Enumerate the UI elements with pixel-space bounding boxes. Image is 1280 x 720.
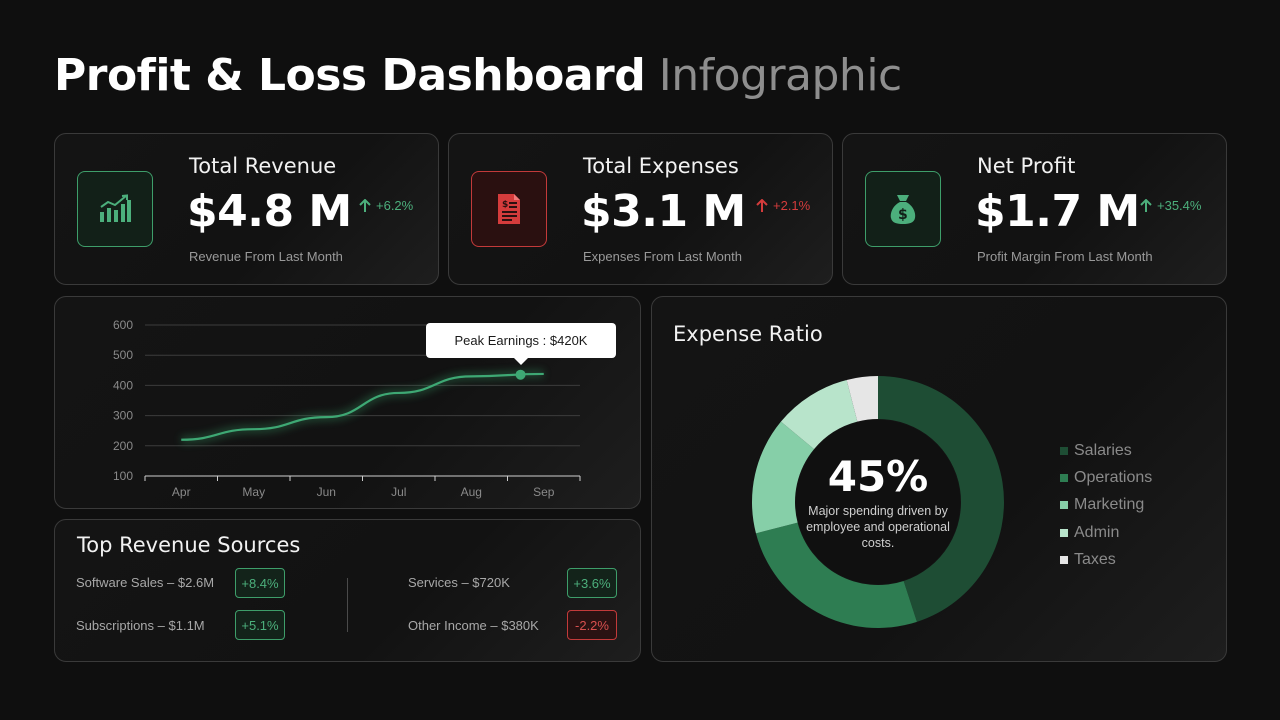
svg-text:$: $ xyxy=(898,207,908,223)
kpi-value: $3.1 M xyxy=(581,186,746,237)
kpi-value: $4.8 M xyxy=(187,186,352,237)
peak-earnings-tooltip: Peak Earnings : $420K xyxy=(426,323,616,365)
legend-swatch xyxy=(1060,473,1068,482)
kpi-change-value: +35.4% xyxy=(1157,198,1202,213)
expense-ratio-card: Expense Ratio 45% Major spending driven … xyxy=(651,296,1227,662)
kpi-card-total-expenses: $ Total Expenses $3.1 M +2.1% Expenses F… xyxy=(448,133,833,285)
arrow-up-icon xyxy=(359,198,371,212)
legend-label: Marketing xyxy=(1074,496,1145,514)
kpi-change: +2.1% xyxy=(756,198,810,213)
arrow-up-icon xyxy=(756,198,768,212)
legend-swatch xyxy=(1060,555,1068,564)
legend-swatch xyxy=(1060,446,1068,455)
kpi-subtitle: Revenue From Last Month xyxy=(189,249,343,264)
kpi-card-net-profit: $ Net Profit $1.7 M +35.4% Profit Margin… xyxy=(842,133,1227,285)
y-tick-label: 500 xyxy=(113,348,133,362)
y-tick-label: 400 xyxy=(113,378,133,392)
arrow-up-icon xyxy=(1140,198,1152,212)
donut-slice-admin xyxy=(780,379,858,450)
money-bag-icon: $ xyxy=(890,195,916,224)
kpi-change: +35.4% xyxy=(1140,198,1201,213)
legend-swatch xyxy=(1060,501,1068,510)
revenue-source-label: Subscriptions – $1.1M xyxy=(76,618,205,633)
kpi-subtitle: Expenses From Last Month xyxy=(583,249,742,264)
donut-center-note: Major spending driven by employee and op… xyxy=(806,504,950,550)
kpi-card-total-revenue: Total Revenue $4.8 M +6.2% Revenue From … xyxy=(54,133,439,285)
page-title-light: Infographic xyxy=(658,50,903,101)
expense-legend: Salaries Operations Marketing Admin Taxes xyxy=(1060,437,1152,573)
y-tick-label: 600 xyxy=(113,318,133,332)
x-tick-label: Jun xyxy=(317,485,336,499)
legend-item: Admin xyxy=(1060,519,1152,546)
revenue-sources-title: Top Revenue Sources xyxy=(77,533,301,557)
x-tick-label: Apr xyxy=(172,485,191,499)
kpi-change-value: +6.2% xyxy=(376,198,414,213)
kpi-subtitle: Profit Margin From Last Month xyxy=(977,249,1153,264)
kpi-label: Total Revenue xyxy=(189,154,337,178)
earnings-line-chart: 600 500 400 300 200 100 Apr May Jun Jul Aug Sep xyxy=(113,318,581,499)
revenue-source-label: Services – $720K xyxy=(408,575,510,590)
donut-center: 45% Major spending driven by employee an… xyxy=(797,452,959,551)
revenue-source-change-badge: +3.6% xyxy=(567,568,617,598)
donut-slice-operations xyxy=(755,522,917,628)
x-tick-label: Sep xyxy=(533,485,555,499)
revenue-source-change-badge: +8.4% xyxy=(235,568,285,598)
page-title: Profit & Loss Dashboard Infographic xyxy=(54,50,902,101)
revenue-source-change-badge: +5.1% xyxy=(235,610,285,640)
revenue-source-change-badge: -2.2% xyxy=(567,610,617,640)
top-revenue-sources-card: Top Revenue Sources Software Sales – $2.… xyxy=(54,519,641,662)
page-title-strong: Profit & Loss Dashboard xyxy=(54,50,646,101)
x-tick-label: Aug xyxy=(461,485,482,499)
kpi-label: Total Expenses xyxy=(583,154,739,178)
legend-label: Operations xyxy=(1074,468,1153,486)
invoice-document-icon: $ xyxy=(498,194,520,224)
revenue-source-label: Other Income – $380K xyxy=(408,618,539,633)
kpi-change: +6.2% xyxy=(359,198,413,213)
y-tick-label: 100 xyxy=(113,469,133,483)
donut-slice-taxes xyxy=(846,376,878,422)
legend-label: Taxes xyxy=(1074,550,1116,568)
donut-hole xyxy=(796,420,960,584)
y-tick-label: 300 xyxy=(113,409,133,423)
donut-slice-marketing xyxy=(752,421,815,534)
svg-text:$: $ xyxy=(502,200,508,210)
kpi-change-value: +2.1% xyxy=(773,198,811,213)
bar-chart-growth-icon xyxy=(100,194,131,222)
donut-center-value: 45% xyxy=(827,452,929,501)
earnings-line-chart-card: 600 500 400 300 200 100 Apr May Jun Jul Aug Sep Pea… xyxy=(54,296,641,509)
legend-item: Taxes xyxy=(1060,546,1152,573)
legend-swatch xyxy=(1060,528,1068,537)
kpi-value: $1.7 M xyxy=(975,186,1140,237)
donut-slice-salaries xyxy=(878,376,1005,622)
kpi-icon-box xyxy=(77,171,153,247)
peak-point xyxy=(515,369,526,380)
x-tick-label: Jul xyxy=(391,485,406,499)
series-line xyxy=(181,372,544,441)
legend-item: Salaries xyxy=(1060,437,1152,464)
legend-item: Operations xyxy=(1060,464,1152,491)
revenue-source-label: Software Sales – $2.6M xyxy=(76,575,215,590)
y-tick-label: 200 xyxy=(113,439,133,453)
column-divider xyxy=(347,578,348,632)
legend-label: Salaries xyxy=(1074,441,1132,459)
kpi-label: Net Profit xyxy=(977,154,1076,178)
x-tick-label: May xyxy=(242,485,265,499)
expense-ratio-title: Expense Ratio xyxy=(673,322,823,346)
legend-item: Marketing xyxy=(1060,492,1152,519)
kpi-icon-box: $ xyxy=(471,171,547,247)
kpi-icon-box: $ xyxy=(865,171,941,247)
expense-ratio-donut-chart xyxy=(752,376,1005,628)
legend-label: Admin xyxy=(1074,523,1120,541)
